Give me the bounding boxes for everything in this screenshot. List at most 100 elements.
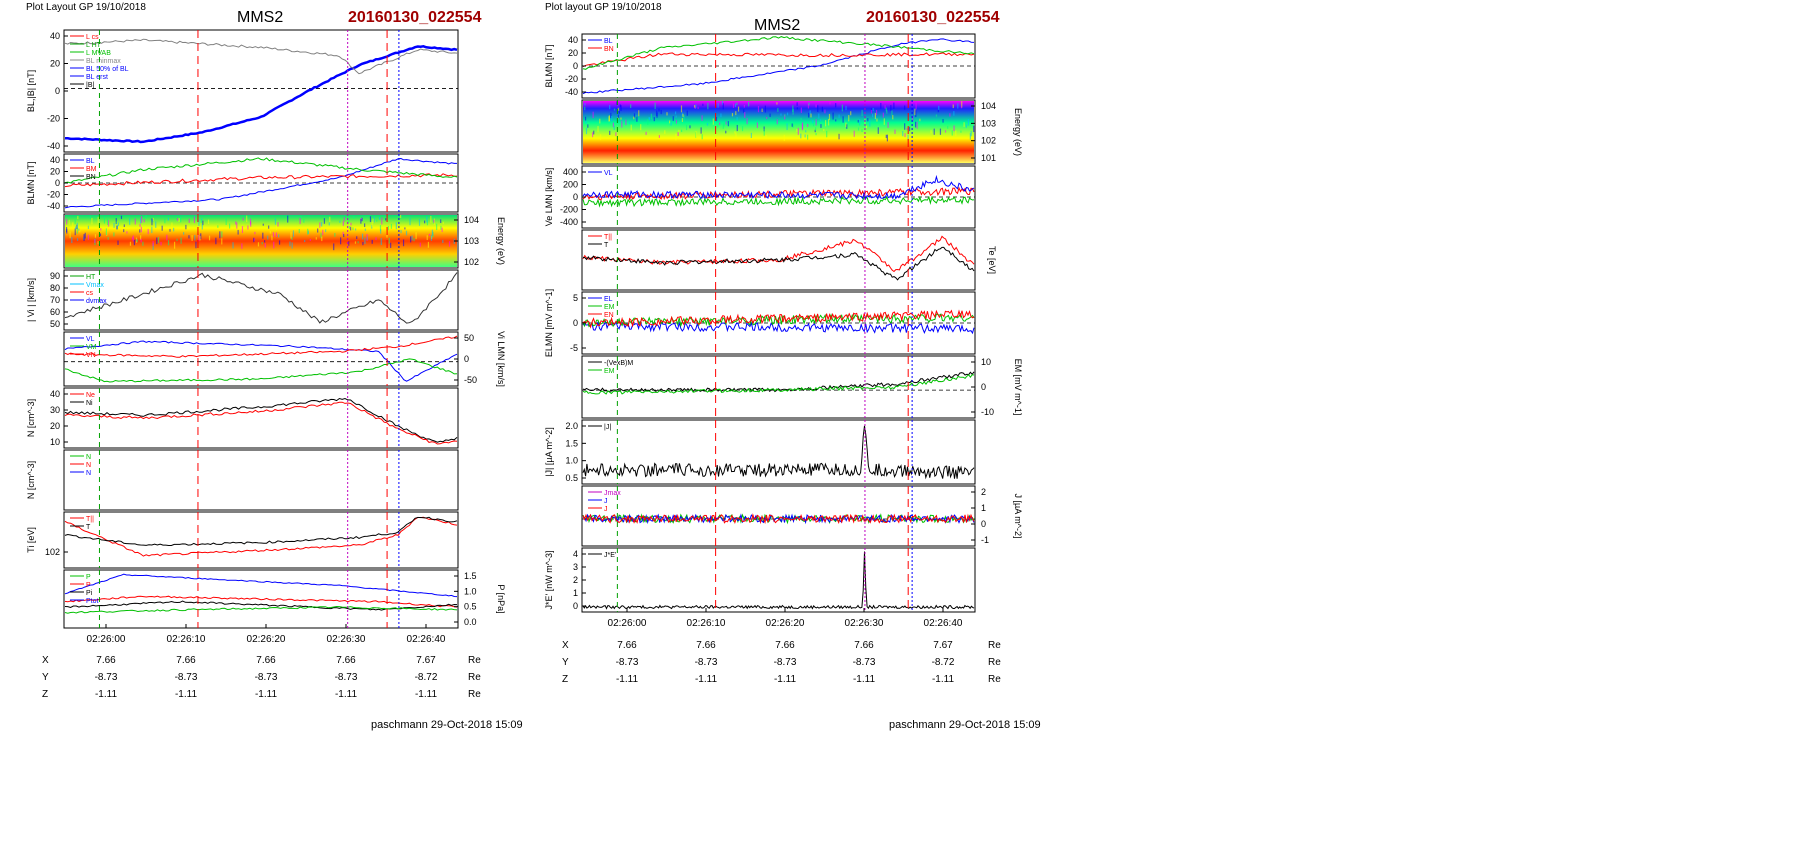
left-legend-label: BL minmax xyxy=(86,58,121,65)
right-p1-streak xyxy=(731,113,734,117)
left-xtick-label: 02:26:30 xyxy=(327,634,366,645)
left-p2-streak xyxy=(292,230,295,237)
right-p1-streak xyxy=(617,107,620,111)
right-ephem-value: -1.11 xyxy=(932,674,954,685)
right-p1-streak xyxy=(702,103,704,106)
right-p1-streak xyxy=(645,131,647,135)
left-ephem-value: -1.11 xyxy=(335,689,357,700)
right-p1-streak xyxy=(611,116,613,122)
right-layout-header: Plot layout GP 19/10/2018 xyxy=(545,2,662,13)
left-p2-streak xyxy=(91,217,93,225)
right-p1-streak xyxy=(967,119,969,126)
left-p2-streak xyxy=(275,225,278,230)
left-legend-label: L HT xyxy=(86,42,102,49)
right-p1-streak xyxy=(735,132,737,138)
left-p2-streak xyxy=(277,222,279,227)
left-p2-streak xyxy=(380,238,382,245)
right-p1-streak xyxy=(914,121,917,128)
left-p2-streak xyxy=(278,234,280,238)
right-p1-streak xyxy=(763,128,765,136)
left-p2-streak xyxy=(76,222,78,229)
left-p2-streak xyxy=(415,232,417,240)
right-p1-streak xyxy=(610,112,612,119)
right-p1-streak xyxy=(609,105,611,110)
right-ylabel: Te [eV] xyxy=(987,246,997,274)
left-p2-streak xyxy=(143,219,145,223)
left-series-line xyxy=(64,173,458,188)
right-p1-streak xyxy=(737,106,740,112)
right-p1-streak xyxy=(675,133,677,141)
right-p1-streak xyxy=(796,128,798,132)
left-ephem-label: X xyxy=(42,655,49,666)
right-p1-streak xyxy=(734,103,737,108)
right-p1-streak xyxy=(736,124,738,132)
right-p1-streak xyxy=(786,123,788,131)
left-ytick-label: 20 xyxy=(50,167,60,177)
right-p1-streak xyxy=(783,134,785,141)
right-ytick-label: 2 xyxy=(573,575,578,585)
left-ylabel: | Vi | [km/s] xyxy=(26,278,36,322)
left-p2-streak xyxy=(246,215,248,223)
right-p1-streak xyxy=(842,116,844,123)
left-p2-streak xyxy=(328,222,330,226)
right-p1-streak xyxy=(587,124,589,128)
left-p2-streak xyxy=(145,215,147,219)
left-legend-label: HT xyxy=(86,274,96,281)
left-p2-streak xyxy=(379,225,382,231)
right-p1-streak xyxy=(786,112,789,116)
right-p1-streak xyxy=(686,110,688,116)
left-xtick-label: 02:26:20 xyxy=(247,634,286,645)
left-p2-streak xyxy=(249,218,252,225)
left-legend-label: N xyxy=(86,470,91,477)
right-p1-streak xyxy=(746,118,748,125)
right-legend-label: Jmax xyxy=(604,490,621,497)
left-p2-streak xyxy=(113,222,115,228)
left-p2-streak xyxy=(87,225,90,230)
left-p2-streak xyxy=(140,235,142,240)
left-p2-streak xyxy=(275,232,277,237)
right-p1-streak xyxy=(619,104,621,108)
left-p2-streak xyxy=(354,228,357,231)
right-p1-streak xyxy=(769,113,771,117)
left-p2-streak xyxy=(201,224,203,230)
left-series-line xyxy=(64,358,458,383)
left-p2-streak xyxy=(207,219,210,225)
right-p1-streak xyxy=(727,121,729,127)
left-p2-streak xyxy=(237,229,239,235)
right-ytick-label: 40 xyxy=(568,35,578,45)
right-legend-label: EN xyxy=(604,312,614,319)
left-p2-streak xyxy=(183,232,185,235)
left-ytick-label: 0 xyxy=(55,178,60,188)
right-p1-streak xyxy=(845,122,847,127)
right-p1-streak xyxy=(810,113,812,118)
left-p2-streak xyxy=(339,220,341,223)
left-p2-streak xyxy=(321,222,323,227)
right-series-line xyxy=(582,309,975,329)
right-p1-streak xyxy=(820,124,822,128)
left-p2-streak xyxy=(147,229,149,235)
left-ytick-label: 80 xyxy=(50,283,60,293)
left-series-line xyxy=(64,605,458,614)
right-p1-streak xyxy=(585,127,588,135)
left-p2-streak xyxy=(76,227,78,234)
left-ytick-label: 50 xyxy=(464,333,474,343)
right-p1-streak xyxy=(890,105,892,111)
left-legend-label: Ptot xyxy=(86,598,99,605)
left-p2-streak xyxy=(340,237,342,245)
right-p1-streak xyxy=(693,105,696,108)
left-p2-streak xyxy=(94,234,97,238)
right-p1-streak xyxy=(814,127,817,131)
right-p1-streak xyxy=(796,107,798,110)
right-spacecraft-title: MMS2 xyxy=(754,17,800,34)
left-p2-streak xyxy=(385,218,387,221)
right-p1-streak xyxy=(942,119,944,123)
right-p1-streak xyxy=(817,105,819,113)
left-ephem-label: Y xyxy=(42,672,49,683)
right-p1-streak xyxy=(683,115,685,122)
right-p1-streak xyxy=(743,109,745,113)
right-p1-streak xyxy=(675,120,678,124)
right-p1-streak xyxy=(599,118,601,124)
right-p1-streak xyxy=(681,129,683,133)
right-p1-streak xyxy=(823,128,825,132)
